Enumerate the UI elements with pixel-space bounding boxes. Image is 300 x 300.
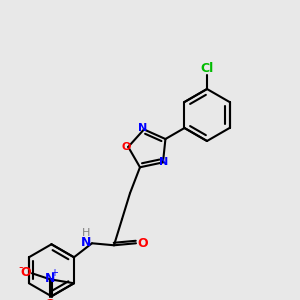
Text: O: O — [21, 266, 31, 279]
Text: N: N — [138, 123, 148, 134]
Text: O: O — [45, 298, 55, 300]
Text: O: O — [138, 237, 148, 250]
Text: N: N — [45, 272, 55, 285]
Text: +: + — [50, 268, 58, 278]
Text: H: H — [82, 228, 90, 238]
Text: N: N — [159, 158, 169, 167]
Text: -: - — [19, 261, 23, 274]
Text: O: O — [122, 142, 131, 152]
Text: N: N — [81, 236, 91, 249]
Text: Cl: Cl — [200, 61, 214, 74]
